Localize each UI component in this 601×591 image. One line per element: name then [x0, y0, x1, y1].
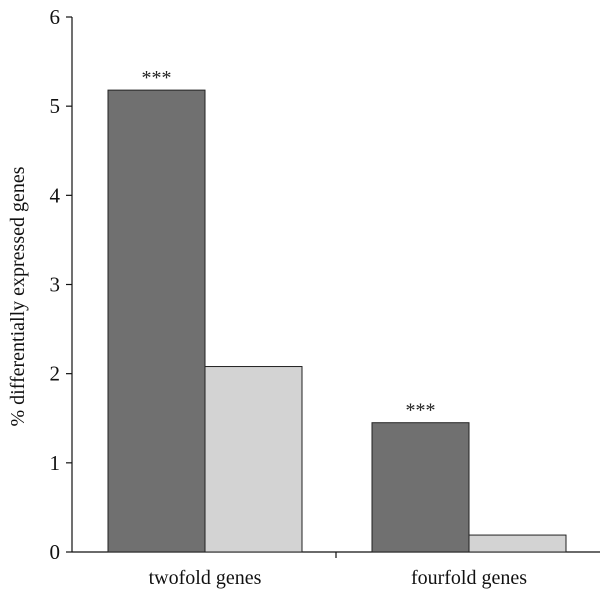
y-tick-label-3: 3: [50, 273, 61, 297]
y-axis: 0 1 2 3 4 5 6: [50, 5, 73, 564]
y-tick-label-5: 5: [50, 94, 61, 118]
x-category-label-0: twofold genes: [149, 567, 262, 589]
annotations-group: *** ***: [142, 67, 436, 422]
bar-1-1: [468, 534, 567, 553]
y-tick-label-1: 1: [50, 451, 61, 475]
y-tick-label-2: 2: [50, 362, 61, 386]
y-tick-label-4: 4: [50, 183, 61, 207]
x-category-label-1: fourfold genes: [411, 567, 527, 589]
bar-1-0: [371, 422, 470, 553]
bar-0-0: [107, 89, 206, 553]
significance-label-0: ***: [142, 67, 172, 89]
x-axis: [72, 551, 600, 558]
category-labels: twofold genes fourfold genes: [149, 567, 528, 589]
y-tick-label-6: 6: [50, 5, 61, 29]
bars-group: [107, 89, 567, 553]
significance-label-1: ***: [406, 400, 436, 422]
y-axis-title: % differentially expressed genes: [7, 166, 29, 426]
bar-0-1: [204, 366, 303, 553]
y-tick-label-0: 0: [50, 540, 61, 564]
